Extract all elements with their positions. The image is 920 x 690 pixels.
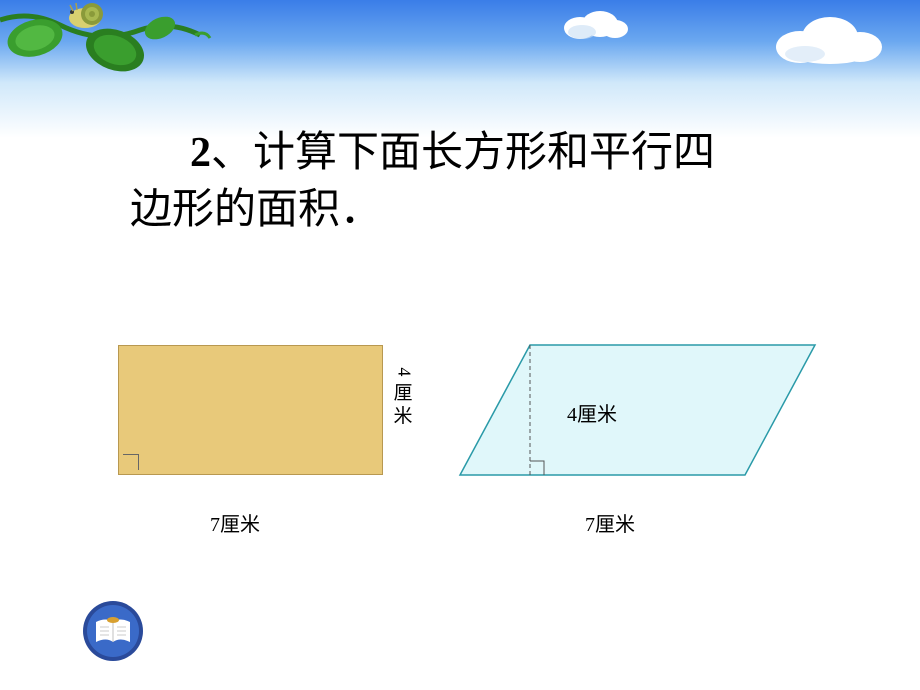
- question-line1: 计算下面长方形和平行四: [253, 130, 715, 176]
- shapes-area: 4 4厘 厘米 7厘米 4厘米 7厘米: [0, 345, 920, 595]
- parallelogram-height-label: 4厘米: [565, 398, 619, 427]
- rectangle-width-label: 7厘米: [210, 508, 260, 537]
- cloud-large: [770, 12, 890, 67]
- book-icon: [82, 600, 144, 662]
- parallelogram-width-label: 7厘米: [585, 508, 635, 537]
- cloud-small: [560, 6, 630, 41]
- question-line2: 边形的面积．: [130, 187, 382, 233]
- question-sep: 、: [211, 130, 253, 176]
- question-number: 2: [190, 130, 211, 176]
- parallelogram-shape: [455, 333, 825, 493]
- rectangle-shape: [118, 345, 383, 475]
- question-text: 2、计算下面长方形和平行四边形的面积．: [130, 125, 830, 238]
- vine-decoration: [0, 0, 280, 100]
- right-angle-mark-rect: [123, 454, 139, 470]
- rectangle-height-label: 4 4厘 厘米: [392, 360, 414, 428]
